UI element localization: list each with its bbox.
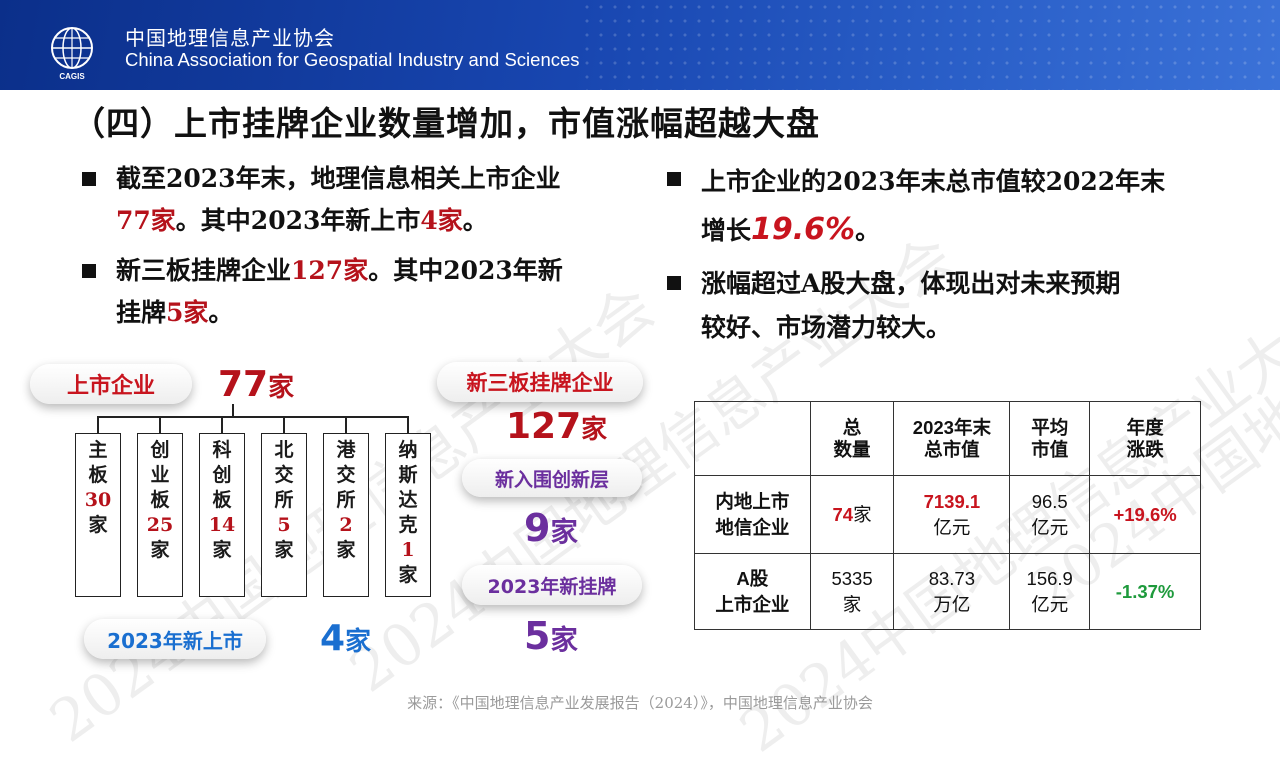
row-label: A股 上市企业 <box>694 553 811 630</box>
board-star: 科创板 14 家 <box>199 433 245 597</box>
slide-title: （四）上市挂牌企业数量增加，市值涨幅超越大盘 <box>72 104 820 143</box>
market-comparison-table: 总数量 2023年末 总市值 平均 市值 年度 涨跌 内地上市 地信企业 74家 713… <box>694 401 1201 630</box>
innovation-tier-count: 9家 <box>524 506 578 550</box>
new-neeq-label: 2023年新挂牌 <box>462 565 642 605</box>
new-listed-label: 2023年新上市 <box>84 619 266 659</box>
avg-value-cell: 96.5 亿元 <box>1009 475 1091 554</box>
listed-companies-label: 上市企业 <box>30 364 192 404</box>
board-chinext: 创业板 25 家 <box>137 433 183 597</box>
tree-connector <box>407 416 409 433</box>
tree-connector <box>97 416 409 418</box>
table-header-cell: 2023年末 总市值 <box>893 401 1011 476</box>
tree-connector <box>232 404 234 417</box>
bullet-outperform: 涨幅超过A股大盘，体现出对未来预期 较好、市场潜力较大。 <box>667 262 1247 350</box>
cagis-logo-icon: CAGIS <box>51 27 93 80</box>
avg-value-cell: 156.9 亿元 <box>1009 553 1091 630</box>
bullet-square-icon <box>82 172 96 186</box>
table-row: A股 上市企业 5335 家 83.73 万亿 156.9 亿元 -1.37% <box>694 553 1201 630</box>
tree-connector <box>159 416 161 433</box>
tree-connector <box>97 416 99 433</box>
table-header-cell: 总数量 <box>809 401 895 476</box>
listed-count: 77家 <box>218 364 295 405</box>
count-cell: 5335 家 <box>809 553 895 630</box>
table-header-cell: 年度 涨跌 <box>1089 401 1201 476</box>
count-cell: 74家 <box>809 475 895 554</box>
bullet-square-icon <box>667 172 681 186</box>
new-neeq-count: 5家 <box>524 614 578 658</box>
table-header-row: 总数量 2023年末 总市值 平均 市值 年度 涨跌 <box>694 401 1201 476</box>
header-banner: CAGIS 中国地理信息产业协会 China Association for G… <box>0 0 1280 90</box>
bullet-listed-companies: 截至2023年末，地理信息相关上市企业 77家。其中2023年新上市4家。 <box>82 158 642 242</box>
innovation-tier-label: 新入围创新层 <box>462 459 642 497</box>
row-label: 内地上市 地信企业 <box>694 475 811 554</box>
neeq-companies-label: 新三板挂牌企业 <box>437 362 643 402</box>
new-listed-count: 4家 <box>320 618 371 659</box>
header-dot-pattern <box>580 0 1280 90</box>
total-value-cell: 7139.1 亿元 <box>893 475 1011 554</box>
bullet-market-value: 上市企业的2023年末总市值较2022年末 增长19.6%。 <box>667 158 1247 255</box>
total-value-cell: 83.73 万亿 <box>893 553 1011 630</box>
bullet-square-icon <box>667 276 681 290</box>
tree-connector <box>345 416 347 433</box>
bullet-square-icon <box>82 264 96 278</box>
svg-text:CAGIS: CAGIS <box>59 72 85 80</box>
table-header-cell: 平均 市值 <box>1009 401 1091 476</box>
tree-connector <box>221 416 223 433</box>
table-row: 内地上市 地信企业 74家 7139.1 亿元 96.5 亿元 +19.6% <box>694 475 1201 554</box>
board-main: 主板 30 家 <box>75 433 121 597</box>
source-footnote: 来源：《中国地理信息产业发展报告（2024）》，中国地理信息产业协会 <box>407 694 873 712</box>
org-name-cn: 中国地理信息产业协会 <box>125 26 335 50</box>
change-cell: +19.6% <box>1089 475 1201 554</box>
table-header-cell <box>694 401 811 476</box>
org-name-en: China Association for Geospatial Industr… <box>125 49 580 70</box>
neeq-count: 127家 <box>506 406 608 447</box>
bullet-neeq-companies: 新三板挂牌企业127家。其中2023年新 挂牌5家。 <box>82 250 642 334</box>
change-cell: -1.37% <box>1089 553 1201 630</box>
tree-connector <box>283 416 285 433</box>
